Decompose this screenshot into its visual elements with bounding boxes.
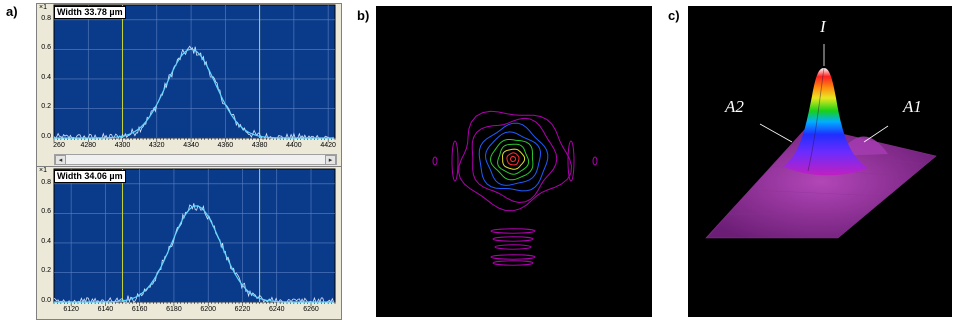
surface-label-peak: I [820, 17, 826, 36]
contour-ring [458, 110, 573, 212]
panel-label-c: c) [668, 8, 680, 23]
contour-side-lobe [451, 140, 459, 182]
contour-side-lobe [567, 140, 575, 182]
x-tick-label: 6180 [166, 306, 182, 313]
contour-side-lobe [432, 156, 438, 166]
gaussian-fit-trace [54, 48, 334, 139]
y-tick-label: 0.8 [41, 14, 51, 22]
y-tick-label: 0.8 [41, 178, 51, 186]
contour-lower-fringe [490, 254, 536, 260]
horizontal-scrollbar[interactable]: ◂ ▸ [54, 154, 337, 165]
panel-label-a: a) [6, 4, 18, 19]
left-pointer-line [759, 123, 793, 143]
contour-ring [497, 143, 530, 175]
x-tick-label: 6200 [200, 306, 216, 313]
surface-label-left: A2 [725, 97, 744, 116]
x-tick-label: 6260 [303, 306, 319, 313]
y-tick-label: 0.0 [41, 133, 51, 140]
y-tick-label: 0.2 [41, 267, 51, 275]
contour-ring [478, 122, 549, 192]
right-pointer-line [863, 125, 889, 143]
y-tick-label: 0.0 [41, 297, 51, 304]
y-tick-label: 0.6 [41, 208, 51, 216]
plot-area [53, 168, 336, 303]
x-tick-label: 4400 [286, 142, 302, 149]
contour-ring [510, 155, 516, 163]
panel-label-b: b) [357, 8, 370, 23]
contour-lower-fringe [490, 228, 536, 234]
contour-lower-fringe [494, 244, 532, 250]
x-tick-label: 4340 [183, 142, 199, 149]
y-tick-label: 0.4 [41, 237, 51, 245]
beam-3d-surface [705, 44, 937, 239]
width-readout-top: Width 33.78 µm [54, 6, 126, 19]
contour-ring [489, 139, 534, 181]
scale-mark-top: ×1 [39, 4, 47, 11]
contour-side-lobe [592, 156, 598, 166]
contour-lower-fringe [492, 260, 534, 266]
x-tick-label: 260 [53, 142, 65, 149]
width-readout-bottom: Width 34.06 µm [54, 170, 126, 183]
y-tick-label: 0.2 [41, 103, 51, 111]
y-tick-label: 0.4 [41, 73, 51, 81]
surface-peak [783, 68, 868, 176]
contour-ring [484, 131, 542, 186]
x-tick-label: 4380 [251, 142, 268, 149]
x-tick-label: 4280 [80, 142, 97, 149]
x-tick-label: 6120 [63, 306, 79, 313]
contour-lower-fringe [492, 236, 534, 242]
contour-ring [501, 148, 526, 170]
x-tick-label: 4420 [320, 142, 336, 149]
x-tick-label: 4300 [114, 142, 131, 149]
x-tick-label: 6140 [97, 306, 114, 313]
gaussian-fit-trace [54, 205, 334, 303]
x-tick-label: 6220 [234, 306, 251, 313]
scroll-left-icon[interactable]: ◂ [55, 155, 66, 165]
x-tick-label: 6160 [131, 306, 148, 313]
contour-ring [471, 117, 558, 204]
scale-mark-bottom: ×1 [39, 167, 47, 174]
x-tick-label: 4320 [149, 142, 165, 149]
beam-contour-plot [432, 110, 598, 266]
plot-area [53, 4, 336, 139]
surface-label-right: A1 [903, 97, 922, 116]
y-tick-label: 0.6 [41, 44, 51, 52]
x-tick-label: 4360 [217, 142, 234, 149]
contour-ring [506, 152, 520, 166]
x-tick-label: 6240 [268, 306, 285, 313]
scroll-right-icon[interactable]: ▸ [325, 155, 336, 165]
